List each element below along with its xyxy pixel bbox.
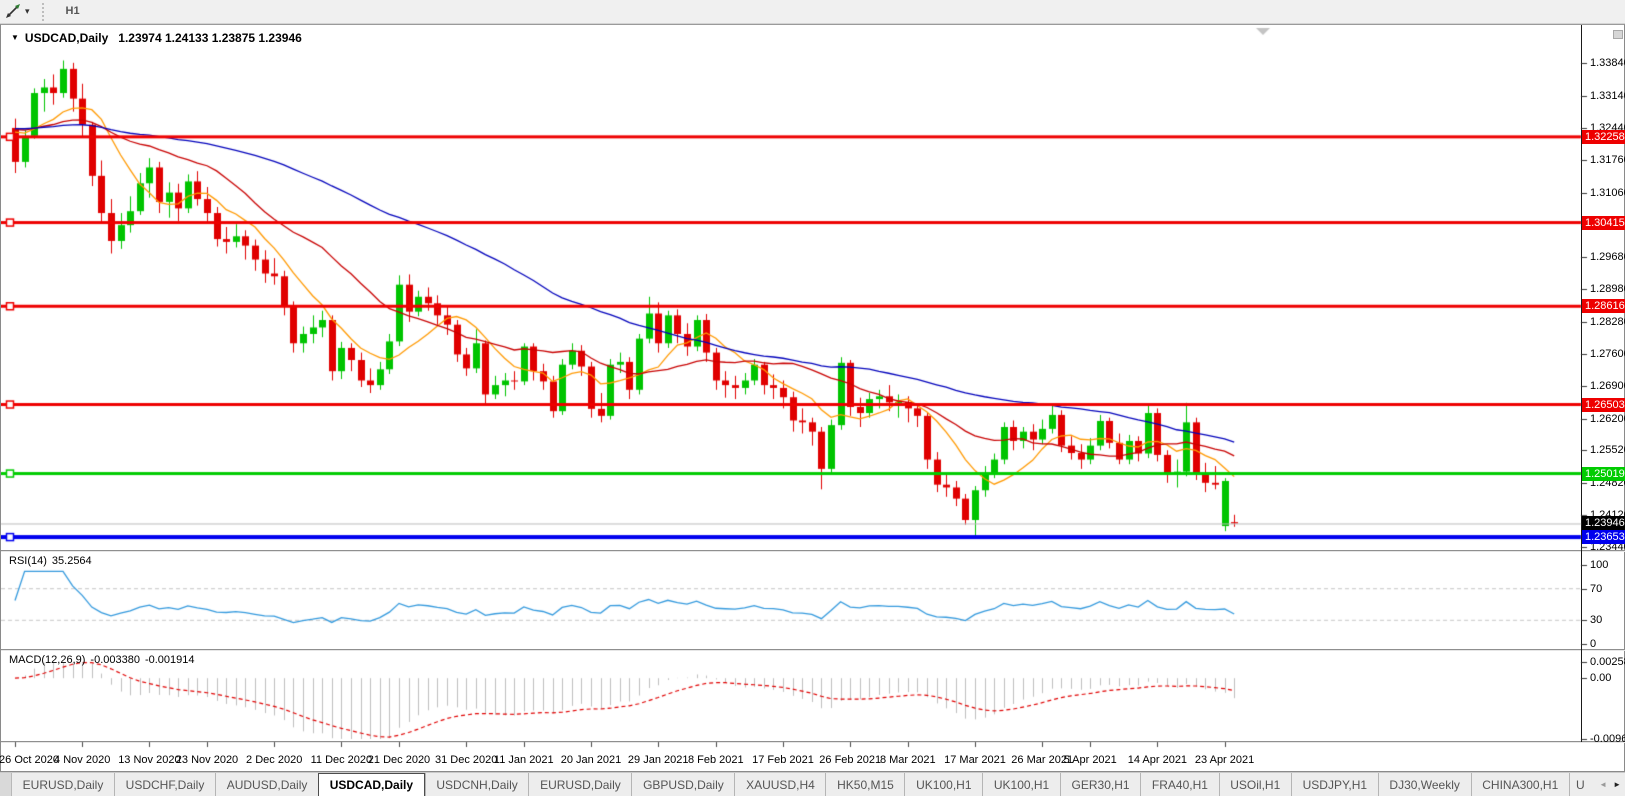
- chart-tab-xauusd-h4[interactable]: XAUUSD,H4: [734, 773, 825, 796]
- price-level-box: 1.23653: [1582, 530, 1625, 545]
- chart-scroll-button[interactable]: [1613, 30, 1623, 39]
- price-level-box: 1.28616: [1582, 299, 1625, 314]
- rsi-scale-tick: 0: [1590, 638, 1597, 650]
- price-axis-tick: 1.26200: [1590, 412, 1625, 425]
- toolbar-separator: [41, 2, 47, 21]
- macd-scale-tick: -0.009687: [1590, 733, 1625, 745]
- rsi-value: 35.2564: [51, 555, 92, 567]
- chart-tab-usoil-h1[interactable]: USOil,H1: [1218, 773, 1291, 796]
- rsi-scale-tick: 30: [1590, 614, 1603, 627]
- date-axis-label: 17 Feb 2021: [752, 754, 814, 766]
- chart-tab-hk50-m15[interactable]: HK50,M15: [825, 773, 904, 796]
- date-axis-label: 2 Dec 2020: [246, 754, 303, 766]
- price-axis-tick: 1.28280: [1590, 315, 1625, 328]
- price-axis-tick: 1.25520: [1590, 444, 1625, 457]
- price-axis-tick: 1.33140: [1590, 89, 1625, 102]
- price-axis-tick: 1.31760: [1590, 154, 1625, 167]
- tab-scroll-left-icon[interactable]: ◄: [1599, 780, 1608, 789]
- chart-tab-usdcad-daily[interactable]: USDCAD,Daily: [318, 773, 425, 796]
- tab-scroll-arrows: ◄ ►: [1595, 773, 1625, 796]
- date-axis-label: 13 Nov 2020: [118, 754, 181, 766]
- chart-tab-usdcnh-daily[interactable]: USDCNH,Daily: [424, 773, 529, 796]
- rsi-name: RSI(14): [9, 555, 47, 567]
- date-axis-label: 14 Apr 2021: [1127, 754, 1188, 766]
- macd-main-value: -0.003380: [90, 654, 140, 666]
- chart-tab-u[interactable]: U: [1568, 773, 1595, 796]
- macd-name: MACD(12,26,9): [9, 654, 86, 666]
- date-axis-label: 26 Feb 2021: [819, 754, 882, 766]
- tabs-container: EURUSD,Daily USDCHF,Daily AUDUSD,Daily USDC…: [12, 773, 1595, 796]
- price-level-box: 1.25019: [1582, 466, 1625, 481]
- chart-tab-eurusd-daily[interactable]: EURUSD,Daily: [22, 777, 104, 792]
- date-axis-label: 29 Jan 2021: [627, 754, 689, 766]
- chart-tab-uk100-h1[interactable]: UK100,H1: [982, 773, 1060, 796]
- date-axis-label: 31 Dec 2020: [434, 754, 498, 766]
- date-axis-label: 5 Apr 2021: [1063, 754, 1117, 766]
- chart-dropdown-icon[interactable]: ▼: [11, 33, 19, 42]
- timeframe-button-h1[interactable]: H1: [65, 5, 80, 17]
- price-chart-canvas[interactable]: [1, 25, 1625, 773]
- cursor-tool-icon: [5, 4, 22, 19]
- toolbar: ▾ M1M5M15M30H1H4D1W1MN: [0, 0, 1625, 101]
- current-price-box: 1.23946: [1582, 516, 1625, 531]
- chart-tab-fra40-h1[interactable]: FRA40,H1: [1140, 773, 1218, 796]
- date-axis-label: 23 Apr 2021: [1194, 754, 1255, 766]
- date-axis-label: 26 Mar 2021: [1011, 754, 1074, 766]
- date-axis-label: 20 Jan 2021: [560, 754, 622, 766]
- price-axis-tick: 1.28980: [1590, 283, 1625, 296]
- date-axis-label: 8 Mar 2021: [879, 754, 936, 766]
- date-axis-label: 11 Dec 2020: [310, 754, 373, 766]
- date-axis-label: 21 Dec 2020: [367, 754, 431, 766]
- rsi-scale-tick: 70: [1590, 582, 1603, 595]
- macd-indicator-label: MACD(12,26,9) -0.003380 -0.001914: [9, 654, 200, 666]
- macd-scale-tick: 0.00258: [1590, 656, 1625, 668]
- chart-tab-bar: EURUSD,Daily USDCHF,Daily AUDUSD,Daily USDC…: [0, 772, 1625, 796]
- price-level-box: 1.30415: [1582, 215, 1625, 230]
- chart-symbol-label: USDCAD,Daily: [24, 31, 109, 45]
- date-axis-label: 23 Nov 2020: [175, 754, 239, 766]
- chart-tab-china300-h1[interactable]: CHINA300,H1: [1470, 773, 1569, 796]
- date-axis-label: 4 Nov 2020: [54, 754, 111, 766]
- tab-scroll-right-icon[interactable]: ►: [1613, 780, 1621, 789]
- date-axis-label: 26 Oct 2020: [0, 754, 59, 766]
- date-axis-label: 17 Mar 2021: [944, 754, 1006, 766]
- price-axis-tick: 1.29680: [1590, 250, 1625, 263]
- chevron-down-icon[interactable]: ▾: [25, 6, 30, 16]
- price-level-box: 1.32258: [1582, 129, 1625, 144]
- price-level-box: 1.26503: [1582, 397, 1625, 412]
- chart-tab-uk100-h1[interactable]: UK100,H1: [904, 773, 982, 796]
- macd-signal-value: -0.001914: [144, 654, 195, 666]
- macd-scale-tick: 0.00: [1590, 672, 1612, 685]
- chart-window: ▼ USDCAD,Daily 1.23974 1.24133 1.23875 1.2…: [0, 24, 1625, 773]
- price-axis-tick: 1.26900: [1590, 380, 1625, 393]
- tab-bar-spacer: [0, 773, 12, 796]
- rsi-indicator-label: RSI(14) 35.2564: [9, 555, 97, 567]
- rsi-scale-tick: 100: [1590, 559, 1609, 571]
- chart-tab-dj30-weekly[interactable]: DJ30,Weekly: [1377, 773, 1471, 796]
- chart-tab-usdjpy-h1[interactable]: USDJPY,H1: [1290, 773, 1378, 796]
- chart-ohlc-values: 1.23974 1.24133 1.23875 1.23946: [118, 31, 302, 45]
- chart-tab-eurusd-daily[interactable]: EURUSD,Daily: [528, 773, 631, 796]
- chart-tab-ger30-h1[interactable]: GER30,H1: [1059, 773, 1140, 796]
- date-axis-label: 11 Jan 2021: [493, 754, 554, 766]
- chart-title: ▼ USDCAD,Daily 1.23974 1.24133 1.23875 1.2…: [11, 31, 302, 45]
- cursor-tool-button[interactable]: ▾: [3, 3, 32, 20]
- price-axis-tick: 1.33840: [1590, 57, 1625, 70]
- price-axis-tick: 1.27600: [1590, 347, 1625, 360]
- chart-tab-usdchf-daily[interactable]: USDCHF,Daily: [114, 773, 215, 796]
- chart-tab-gbpusd-daily[interactable]: GBPUSD,Daily: [631, 773, 734, 796]
- chart-tab-audusd-daily[interactable]: AUDUSD,Daily: [215, 773, 318, 796]
- date-axis-label: 8 Feb 2021: [687, 754, 744, 766]
- price-axis-tick: 1.31060: [1590, 186, 1625, 199]
